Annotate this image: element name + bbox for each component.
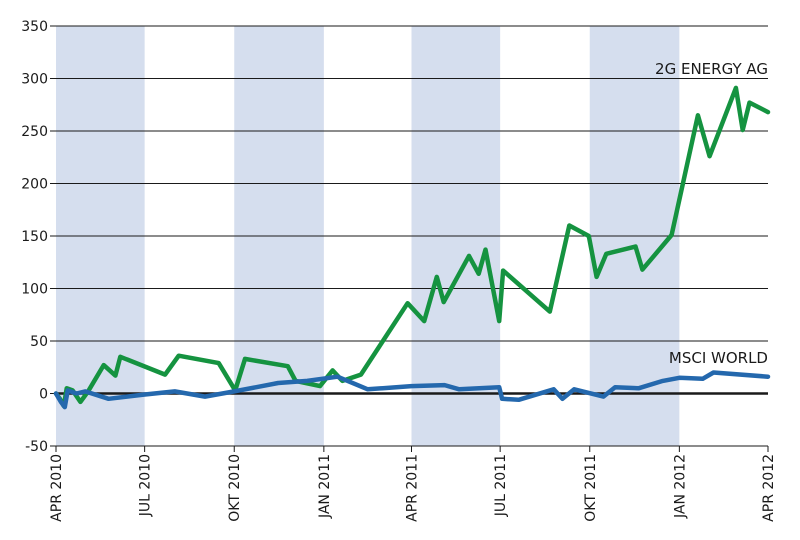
- x-tick-label: JUL 2010: [138, 454, 154, 517]
- series-labels: 2G ENERGY AG MSCI WORLD: [655, 60, 768, 367]
- x-tick-label: JUL 2011: [493, 454, 509, 517]
- series-line-1: [53, 370, 771, 410]
- x-axis-ticks: APR 2010 JUL 2010 OKT 2010 JAN 2011 APR 2011…: [49, 446, 777, 522]
- y-tick-label: 200: [21, 177, 48, 193]
- y-tick-label: 150: [21, 229, 48, 245]
- x-tick-label: APR 2012: [761, 454, 777, 522]
- y-tick-label: 0: [39, 387, 48, 403]
- x-tick-label: OKT 2011: [583, 454, 599, 522]
- series-line-0: [53, 85, 771, 409]
- x-tick-label: APR 2010: [49, 454, 65, 522]
- y-axis-ticks: -50 0 50 100 150 200 250 300 350: [21, 19, 56, 455]
- y-tick-label: 300: [21, 72, 48, 88]
- y-tick-label: 50: [30, 334, 48, 350]
- y-tick-label: 350: [21, 19, 48, 35]
- y-tick-label: -50: [25, 439, 48, 455]
- series-lines: [53, 85, 771, 410]
- series-label-2g-energy: 2G ENERGY AG: [655, 60, 768, 78]
- x-tick-label: JAN 2012: [672, 454, 688, 519]
- y-tick-label: 250: [21, 124, 48, 140]
- series-label-msci-world: MSCI WORLD: [669, 349, 768, 367]
- y-tick-label: 100: [21, 282, 48, 298]
- x-tick-label: JAN 2011: [317, 454, 333, 519]
- x-tick-label: OKT 2010: [227, 454, 243, 522]
- x-tick-label: APR 2011: [405, 454, 421, 522]
